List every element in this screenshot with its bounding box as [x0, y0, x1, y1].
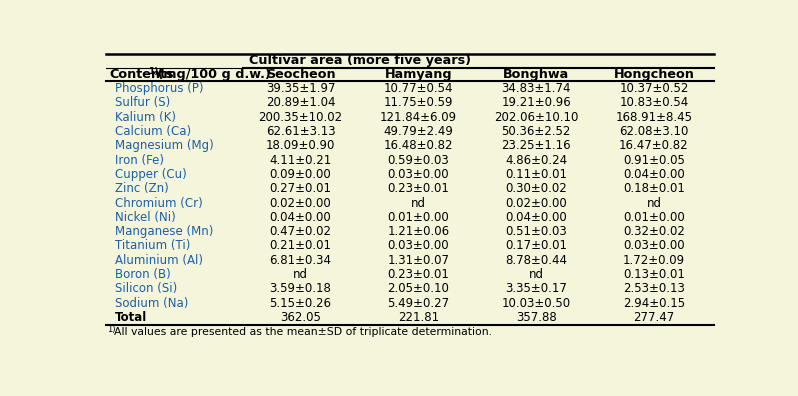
Text: 0.04±0.00: 0.04±0.00 [270, 211, 331, 224]
Text: 20.89±1.04: 20.89±1.04 [266, 96, 335, 109]
Text: 0.03±0.00: 0.03±0.00 [388, 240, 449, 253]
Text: 202.06±10.10: 202.06±10.10 [494, 111, 579, 124]
Text: 62.61±3.13: 62.61±3.13 [266, 125, 335, 138]
Text: Sulfur (S): Sulfur (S) [115, 96, 171, 109]
Text: 0.11±0.01: 0.11±0.01 [505, 168, 567, 181]
Text: 1.31±0.07: 1.31±0.07 [387, 254, 449, 267]
Text: 0.47±0.02: 0.47±0.02 [270, 225, 331, 238]
Text: Sodium (Na): Sodium (Na) [115, 297, 188, 310]
Text: Iron (Fe): Iron (Fe) [115, 154, 164, 167]
Text: 0.91±0.05: 0.91±0.05 [623, 154, 685, 167]
Text: 0.17±0.01: 0.17±0.01 [505, 240, 567, 253]
Text: Kalium (K): Kalium (K) [115, 111, 176, 124]
Text: 362.05: 362.05 [280, 311, 321, 324]
Text: 10.03±0.50: 10.03±0.50 [501, 297, 571, 310]
Text: 16.47±0.82: 16.47±0.82 [619, 139, 689, 152]
Text: 4.11±0.21: 4.11±0.21 [270, 154, 332, 167]
Text: 5.49±0.27: 5.49±0.27 [387, 297, 449, 310]
Text: 3.59±0.18: 3.59±0.18 [270, 282, 331, 295]
Text: 2.94±0.15: 2.94±0.15 [622, 297, 685, 310]
Text: (mg/100 g d.w.): (mg/100 g d.w.) [153, 68, 271, 81]
Text: 0.23±0.01: 0.23±0.01 [387, 268, 449, 281]
Text: 62.08±3.10: 62.08±3.10 [619, 125, 689, 138]
Text: 357.88: 357.88 [516, 311, 556, 324]
Text: 49.79±2.49: 49.79±2.49 [383, 125, 453, 138]
Text: Cupper (Cu): Cupper (Cu) [115, 168, 187, 181]
Text: 6.81±0.34: 6.81±0.34 [270, 254, 331, 267]
Text: 39.35±1.97: 39.35±1.97 [266, 82, 335, 95]
Text: 19.21±0.96: 19.21±0.96 [501, 96, 571, 109]
Text: Silicon (Si): Silicon (Si) [115, 282, 177, 295]
Text: 2.53±0.13: 2.53±0.13 [623, 282, 685, 295]
Text: 0.04±0.00: 0.04±0.00 [505, 211, 567, 224]
Text: Chromium (Cr): Chromium (Cr) [115, 196, 203, 209]
Text: Contents: Contents [110, 68, 174, 81]
Text: Phosphorus (P): Phosphorus (P) [115, 82, 203, 95]
Text: 18.09±0.90: 18.09±0.90 [266, 139, 335, 152]
Text: 168.91±8.45: 168.91±8.45 [615, 111, 693, 124]
Text: Boron (B): Boron (B) [115, 268, 171, 281]
Text: 23.25±1.16: 23.25±1.16 [501, 139, 571, 152]
Text: 0.09±0.00: 0.09±0.00 [270, 168, 331, 181]
Text: Nickel (Ni): Nickel (Ni) [115, 211, 176, 224]
Text: 34.83±1.74: 34.83±1.74 [501, 82, 571, 95]
Text: Zinc (Zn): Zinc (Zn) [115, 182, 169, 195]
Text: 16.48±0.82: 16.48±0.82 [384, 139, 453, 152]
Text: 11.75±0.59: 11.75±0.59 [384, 96, 453, 109]
Text: 121.84±6.09: 121.84±6.09 [380, 111, 456, 124]
Text: Total: Total [115, 311, 148, 324]
Text: 2.05±0.10: 2.05±0.10 [387, 282, 449, 295]
Text: Calcium (Ca): Calcium (Ca) [115, 125, 192, 138]
Text: Manganese (Mn): Manganese (Mn) [115, 225, 214, 238]
Text: 0.13±0.01: 0.13±0.01 [623, 268, 685, 281]
Text: All values are presented as the mean±SD of triplicate determination.: All values are presented as the mean±SD … [114, 327, 492, 337]
Text: Hamyang: Hamyang [385, 68, 452, 81]
Text: Titanium (Ti): Titanium (Ti) [115, 240, 191, 253]
Text: 5.15±0.26: 5.15±0.26 [270, 297, 331, 310]
Text: 10.83±0.54: 10.83±0.54 [619, 96, 689, 109]
Text: 0.03±0.00: 0.03±0.00 [623, 240, 685, 253]
Text: 0.03±0.00: 0.03±0.00 [388, 168, 449, 181]
Text: nd: nd [528, 268, 543, 281]
Text: 0.32±0.02: 0.32±0.02 [623, 225, 685, 238]
Text: 1): 1) [108, 325, 116, 334]
Text: 0.23±0.01: 0.23±0.01 [387, 182, 449, 195]
Text: 50.36±2.52: 50.36±2.52 [501, 125, 571, 138]
Text: 0.30±0.02: 0.30±0.02 [505, 182, 567, 195]
Text: 277.47: 277.47 [634, 311, 674, 324]
Text: Magnesium (Mg): Magnesium (Mg) [115, 139, 214, 152]
Text: 0.01±0.00: 0.01±0.00 [623, 211, 685, 224]
Text: nd: nd [646, 196, 662, 209]
Text: 0.21±0.01: 0.21±0.01 [270, 240, 331, 253]
Text: 10.77±0.54: 10.77±0.54 [384, 82, 453, 95]
Text: 0.04±0.00: 0.04±0.00 [623, 168, 685, 181]
Text: 0.27±0.01: 0.27±0.01 [270, 182, 331, 195]
Text: 0.02±0.00: 0.02±0.00 [505, 196, 567, 209]
Text: nd: nd [293, 268, 308, 281]
Text: 8.78±0.44: 8.78±0.44 [505, 254, 567, 267]
Text: 200.35±10.02: 200.35±10.02 [259, 111, 342, 124]
Text: 1): 1) [148, 67, 158, 76]
Text: nd: nd [411, 196, 426, 209]
Text: 3.35±0.17: 3.35±0.17 [505, 282, 567, 295]
Text: 1.72±0.09: 1.72±0.09 [622, 254, 685, 267]
Text: 0.59±0.03: 0.59±0.03 [387, 154, 449, 167]
Text: 0.18±0.01: 0.18±0.01 [623, 182, 685, 195]
Text: 4.86±0.24: 4.86±0.24 [505, 154, 567, 167]
Text: 10.37±0.52: 10.37±0.52 [619, 82, 689, 95]
Text: Seocheon: Seocheon [266, 68, 335, 81]
Text: 1.21±0.06: 1.21±0.06 [387, 225, 449, 238]
Text: Hongcheon: Hongcheon [614, 68, 694, 81]
Text: Aluminium (Al): Aluminium (Al) [115, 254, 203, 267]
Text: Cultivar area (more five years): Cultivar area (more five years) [249, 54, 472, 67]
Text: 221.81: 221.81 [397, 311, 439, 324]
Text: 0.02±0.00: 0.02±0.00 [270, 196, 331, 209]
Text: 0.51±0.03: 0.51±0.03 [505, 225, 567, 238]
Text: Bonghwa: Bonghwa [503, 68, 569, 81]
Text: 0.01±0.00: 0.01±0.00 [387, 211, 449, 224]
